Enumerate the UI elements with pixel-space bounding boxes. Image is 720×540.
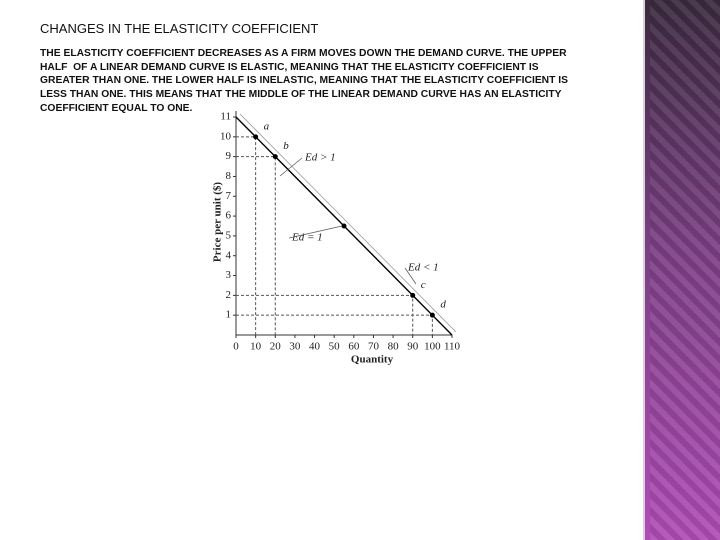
x-tick-label: 40 — [309, 341, 321, 353]
body-line: THE ELASTICITY COEFFICIENT DECREASES AS … — [40, 48, 567, 59]
elasticity-label: Ed = 1 — [291, 232, 323, 244]
x-tick-label: 110 — [444, 341, 461, 353]
y-tick-label: 5 — [226, 229, 232, 241]
annotation-leader — [404, 267, 417, 285]
guide-line — [236, 136, 257, 335]
point — [253, 134, 259, 140]
annotation-leader — [279, 157, 303, 177]
slide-body: THE ELASTICITY COEFFICIENT DECREASES AS … — [40, 47, 568, 116]
x-axis-label: Quantity — [351, 354, 394, 366]
point-label: a — [264, 120, 270, 132]
chart: Quantity Price per unit ($) 1 2 3 4 5 6 7 8 9 10 1… — [212, 111, 461, 366]
y-tick-label: 11 — [220, 111, 231, 123]
x-tick-label: 70 — [368, 341, 380, 353]
x-tick-label: 80 — [388, 341, 400, 353]
x-tick-label: 0 — [233, 341, 239, 353]
y-tick-label: 10 — [220, 130, 232, 142]
body-line: HALF OF A LINEAR DEMAND CURVE IS ELASTIC… — [40, 61, 539, 73]
y-tick-label: 6 — [226, 210, 232, 222]
body-line: GREATER THAN ONE. THE LOWER HALF IS INEL… — [40, 75, 569, 87]
guide-line — [236, 314, 433, 335]
x-tick-label: 20 — [270, 341, 282, 353]
slide-title: CHANGES IN THE ELASTICITY COEFFICIENT — [40, 21, 319, 36]
annotation-leader — [288, 225, 343, 239]
body-line: LESS THAN ONE. THIS MEANS THAT THE MIDDL… — [40, 89, 562, 101]
y-tick-label: 3 — [226, 269, 232, 281]
point-label: d — [440, 299, 446, 311]
x-tick-label: 50 — [329, 341, 341, 353]
x-tick-label: 100 — [424, 341, 441, 353]
point — [429, 312, 435, 318]
body-line: COEFFICIENT EQUAL TO ONE. — [40, 102, 193, 114]
x-tick-label: 10 — [250, 341, 262, 353]
x-tick-label: 60 — [348, 341, 360, 353]
y-tick-label: 7 — [226, 190, 232, 202]
point-label: b — [283, 140, 289, 152]
elasticity-label: Ed < 1 — [407, 262, 439, 274]
side-panel — [643, 0, 720, 540]
elasticity-label: Ed > 1 — [304, 152, 336, 164]
point — [410, 292, 416, 298]
y-tick-label: 4 — [226, 249, 232, 261]
y-tick-label: 2 — [226, 289, 232, 301]
y-axis-label: Price per unit ($) — [212, 182, 224, 262]
x-tick-label: 90 — [407, 341, 419, 353]
y-tick-label: 9 — [226, 150, 232, 162]
y-tick-label: 1 — [226, 309, 232, 321]
y-tick-label: 8 — [226, 170, 232, 182]
side-pattern — [650, 0, 720, 540]
x-tick-label: 30 — [289, 341, 301, 353]
point — [341, 223, 347, 229]
demand-curve-shadow — [239, 113, 457, 333]
point-label: c — [421, 279, 426, 291]
point — [272, 154, 278, 160]
